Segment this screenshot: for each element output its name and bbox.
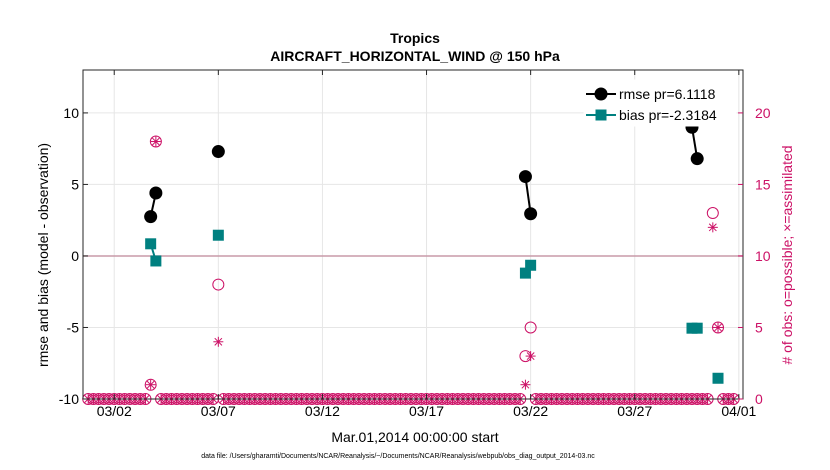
obs-possible-point [524, 321, 537, 334]
bias-point [212, 229, 224, 241]
rmse-point [690, 152, 704, 166]
x-tick-label: 03/07 [201, 403, 236, 419]
y-tick-label: 0 [71, 248, 79, 264]
bias-point [712, 372, 724, 384]
x-tick-label: 03/22 [513, 403, 548, 419]
obs-possible-series [82, 135, 740, 405]
bias-point [145, 238, 157, 250]
y-axis-right: 0 5 10 15 20 [738, 105, 771, 407]
rmse-point [149, 186, 163, 200]
y2-axis-label: # of obs: o=possible; ×=assimilated [779, 145, 795, 364]
legend-box [583, 79, 737, 127]
obs-possible-point [144, 378, 157, 391]
y2-tick-label: 15 [755, 176, 771, 192]
chart-title: Tropics [390, 30, 440, 46]
x-tick-label: 03/27 [617, 403, 652, 419]
obs-possible-point [149, 135, 162, 148]
rmse-point [144, 210, 158, 224]
x-tick-label: 03/17 [409, 403, 444, 419]
x-axis-label: Mar.01,2014 00:00:00 start [331, 429, 498, 445]
obs-possible-point [712, 321, 725, 334]
obs-assimilated-point [525, 351, 536, 362]
y-axis-left: -10 -5 0 5 10 [59, 105, 88, 407]
obs-assimilated-point [713, 322, 724, 333]
y2-tick-label: 20 [755, 105, 771, 121]
obs-assimilated-point [707, 222, 718, 233]
legend-rmse-label: rmse pr=6.1118 [619, 86, 716, 102]
chart-subtitle: AIRCRAFT_HORIZONTAL_WIND @ 150 hPa [270, 48, 560, 64]
y2-tick-label: 5 [755, 319, 763, 335]
legend-rmse-marker [594, 87, 608, 101]
bias-point [150, 255, 162, 267]
obs-assimilated-point [520, 379, 531, 390]
legend-bias-marker [595, 109, 607, 121]
rmse-point [518, 170, 532, 184]
obs-possible-point [706, 207, 719, 220]
legend-bias-label: bias pr=-2.3184 [619, 107, 717, 123]
bias-point [691, 322, 703, 334]
y-tick-label: -10 [59, 391, 79, 407]
x-tick-label: 03/12 [305, 403, 340, 419]
y2-tick-label: 10 [755, 248, 771, 264]
obs-assimilated-point [150, 136, 161, 147]
plot-frame [82, 69, 744, 400]
y-tick-label: 10 [63, 105, 79, 121]
rmse-series [144, 104, 725, 224]
obs-assimilated-point [213, 336, 224, 347]
bias-series [145, 229, 724, 384]
x-axis: 03/02 03/07 03/12 03/17 03/22 03/27 04/01 [97, 70, 757, 419]
legend: rmse pr=6.1118 bias pr=-2.3184 [583, 79, 737, 127]
y-axis-label: rmse and bias (model - observation) [35, 143, 51, 367]
data-file-footnote: data file: /Users/gharamti/Documents/NCA… [201, 453, 595, 460]
y-tick-label: -5 [67, 319, 80, 335]
obs-assimilated-series [83, 136, 739, 404]
y2-tick-label: 0 [755, 391, 763, 407]
obs-assimilated-point [145, 379, 156, 390]
bias-point [519, 267, 531, 279]
rmse-point [211, 145, 225, 159]
rmse-point [524, 207, 538, 221]
x-tick-label: 03/02 [97, 403, 132, 419]
bias-point [525, 259, 537, 271]
x-tick-label: 04/01 [721, 403, 756, 419]
y-tick-label: 5 [71, 176, 79, 192]
obs-possible-point [212, 278, 225, 291]
